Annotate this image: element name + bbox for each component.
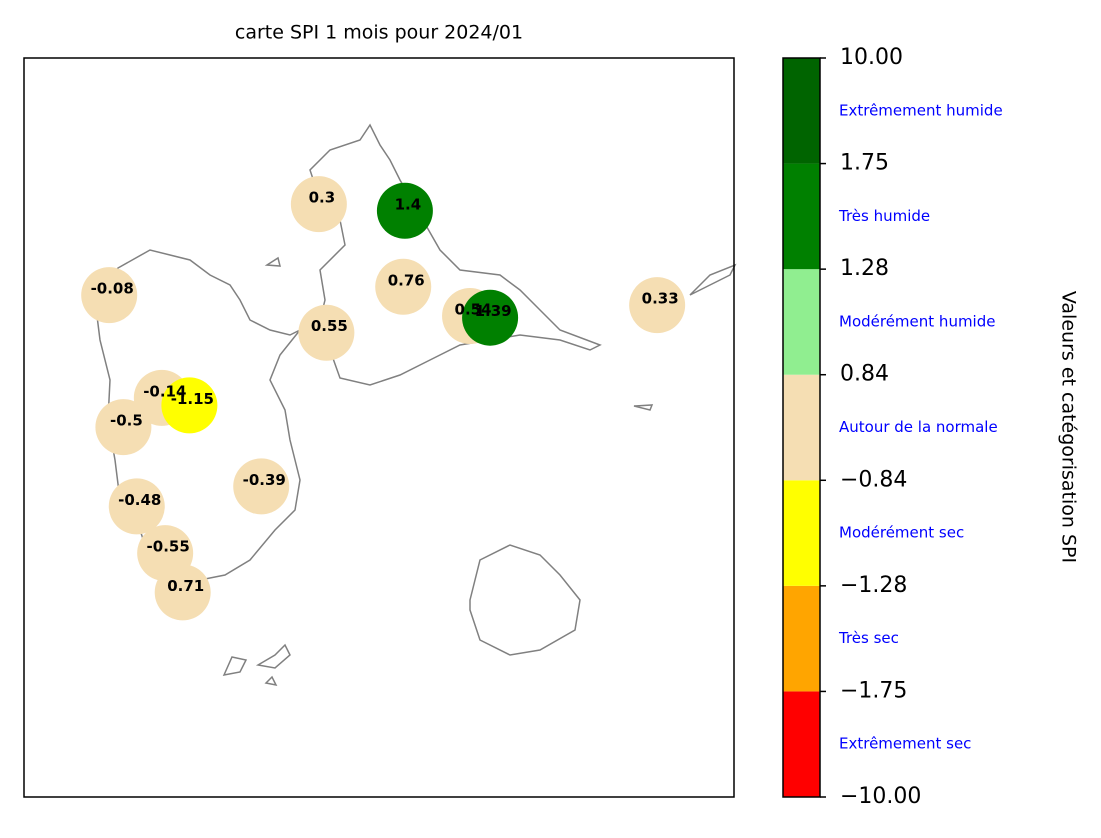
station-value-label: 0.71	[167, 577, 204, 595]
station-marker	[376, 182, 433, 239]
station-value-label: 0.54	[455, 301, 492, 319]
station-value-label: -0.5	[110, 412, 143, 430]
colorbar-segment	[783, 163, 820, 270]
colorbar-tick-label: 1.75	[840, 151, 889, 176]
colorbar-category: Extrêmement sec	[839, 735, 971, 753]
station-marker	[161, 377, 218, 434]
station-value-label: -0.48	[118, 491, 161, 509]
station-value-label: 1.4	[395, 195, 422, 213]
colorbar-category: Très sec	[838, 629, 899, 647]
station-value-label: -0.14	[143, 382, 186, 400]
colorbar-segment	[783, 58, 820, 164]
colorbar-category: Extrêmement humide	[839, 101, 1003, 119]
station-marker	[95, 399, 152, 456]
station-marker	[462, 289, 519, 346]
station-marker	[290, 176, 347, 233]
station-value-label: -1.15	[171, 390, 214, 408]
colorbar-frame	[782, 57, 821, 798]
station-value-label: 0.3	[309, 189, 336, 207]
colorbar-segment	[783, 374, 820, 481]
colorbar-tick-label: −0.84	[840, 467, 907, 492]
colorbar-category: Modérément humide	[839, 312, 995, 330]
map-frame	[23, 57, 735, 798]
colorbar-category: Autour de la normale	[839, 418, 998, 436]
colorbar-tick-label: 0.84	[840, 362, 889, 387]
colorbar-tick-label: −1.75	[840, 678, 907, 703]
station-value-label: 0.55	[311, 317, 348, 335]
colorbar-segment	[783, 480, 820, 586]
colorbar-segment	[783, 585, 820, 692]
station-marker	[298, 304, 355, 361]
station-marker	[81, 267, 138, 324]
colorbar-tick-label: −10.00	[840, 784, 921, 809]
station-value-label: -0.08	[91, 280, 134, 298]
colorbar-tick-label: −1.28	[840, 573, 907, 598]
station-value-label: -0.39	[243, 471, 286, 489]
station-marker	[108, 478, 165, 535]
colorbar-tick-label: 1.28	[840, 256, 889, 281]
colorbar-category: Modérément sec	[839, 524, 964, 542]
station-marker	[154, 564, 211, 621]
station-value-label: 1.39	[475, 302, 512, 320]
station-marker	[375, 258, 432, 315]
station-marker	[233, 458, 290, 515]
chart-title: carte SPI 1 mois pour 2024/01	[235, 22, 523, 44]
station-value-label: -0.55	[147, 538, 190, 556]
station-value-label: 0.33	[642, 290, 679, 308]
colorbar-label: Valeurs et catégorisation SPI	[1058, 291, 1080, 563]
colorbar-segment	[783, 691, 820, 797]
colorbar-category: Très humide	[838, 207, 930, 225]
station-marker	[629, 277, 686, 334]
station-value-label: 0.76	[388, 271, 425, 289]
colorbar-tick-label: 10.00	[840, 45, 903, 70]
colorbar-segment	[783, 269, 820, 375]
